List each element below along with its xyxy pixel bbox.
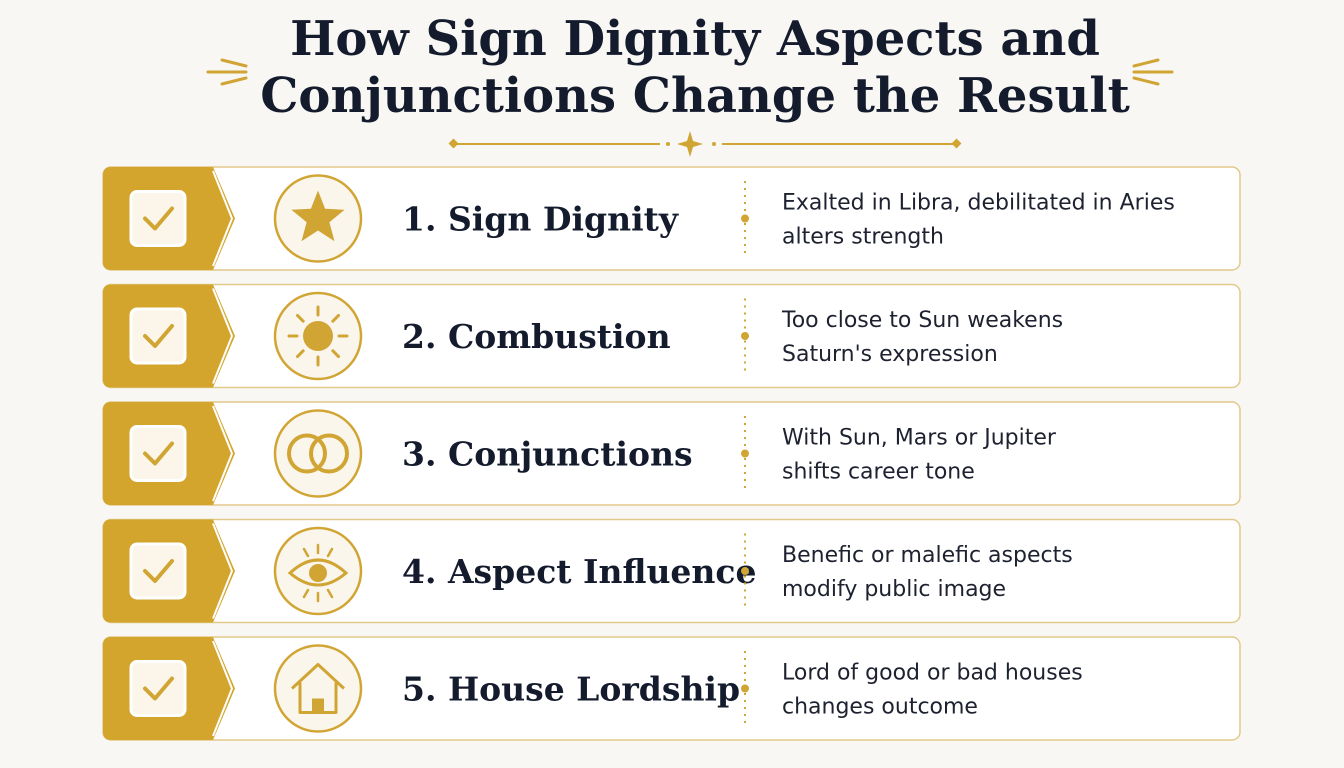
icon [287, 543, 349, 603]
list-row: 3. Conjunctions With Sun, Mars or Jupiter… [102, 401, 1241, 506]
row-card [102, 283, 1241, 389]
item-description: Lord of good or bad houses [782, 661, 1083, 686]
item-description: Too close to Sun weakens [781, 308, 1063, 333]
checkmark [143, 676, 174, 701]
checkmark [143, 441, 174, 466]
item-label: 1. Sign Dignity [402, 200, 679, 239]
checkbox [129, 660, 187, 717]
tab-edge [212, 288, 234, 384]
ring-icon [309, 433, 349, 474]
eye-icon [287, 558, 349, 587]
divider-dot [741, 449, 749, 458]
checkmark [143, 206, 174, 231]
item-description: With Sun, Mars or Jupiter [782, 426, 1057, 451]
eye-pupil [309, 564, 327, 582]
title-line: Conjunctions Change the Result [260, 68, 1130, 124]
list-row: 2. Combustion Too close to Sun weakens Sat… [102, 283, 1241, 389]
title-flourish [206, 58, 1174, 86]
ring-icon [287, 433, 327, 474]
item-description: Saturn's expression [782, 342, 998, 367]
divider-dot [741, 214, 749, 223]
tab-edge [212, 405, 234, 502]
house-door [312, 698, 324, 713]
divider-dot [741, 567, 749, 575]
checkbox [129, 190, 187, 247]
item-label: 3. Conjunctions [402, 435, 693, 474]
tab-edge [212, 170, 234, 267]
tab-edge [212, 640, 234, 737]
eye-lash [326, 588, 334, 599]
star-icon [291, 190, 345, 242]
tab-edge [212, 523, 234, 619]
checkbox [129, 307, 187, 365]
sun-icon [303, 321, 333, 351]
checkbox [129, 542, 187, 600]
item-description: modify public image [782, 577, 1006, 602]
item-description: Exalted in Libra, debilitated in Aries [782, 191, 1175, 216]
item-description: alters strength [782, 225, 944, 250]
divider-dot [741, 684, 749, 693]
item-label: 4. Aspect Influence [402, 552, 757, 591]
icon [287, 305, 349, 367]
list-row: 5. House Lordship Lord of good or bad hou… [102, 636, 1241, 741]
icon-circle [273, 644, 363, 733]
sun-ray [295, 313, 305, 323]
divider-ornament [448, 131, 962, 157]
item-description: shifts career tone [782, 460, 975, 485]
list-row: 4. Aspect Influence Benefic or malefic as… [102, 518, 1241, 624]
divider-dot [741, 332, 749, 340]
sun-ray [331, 313, 341, 323]
checkmark [143, 324, 174, 348]
item-description: Benefic or malefic aspects [782, 543, 1073, 568]
sun-ray [295, 349, 305, 359]
icon [290, 663, 346, 714]
sun-ray [331, 349, 341, 359]
icon [291, 190, 345, 242]
eye-lash [302, 588, 310, 599]
list-row: 1. Sign Dignity Exalted in Libra, debilit… [102, 166, 1241, 271]
icon-circle [273, 409, 363, 498]
eye-lash [326, 547, 334, 558]
title-line: How Sign Dignity Aspects and [290, 11, 1100, 67]
item-label: 5. House Lordship [402, 670, 740, 709]
icon [287, 433, 349, 474]
checkbox [129, 425, 187, 482]
checkmark [143, 559, 174, 583]
eye-lash [302, 547, 310, 558]
item-description: changes outcome [782, 695, 978, 720]
item-label: 2. Combustion [402, 317, 671, 356]
